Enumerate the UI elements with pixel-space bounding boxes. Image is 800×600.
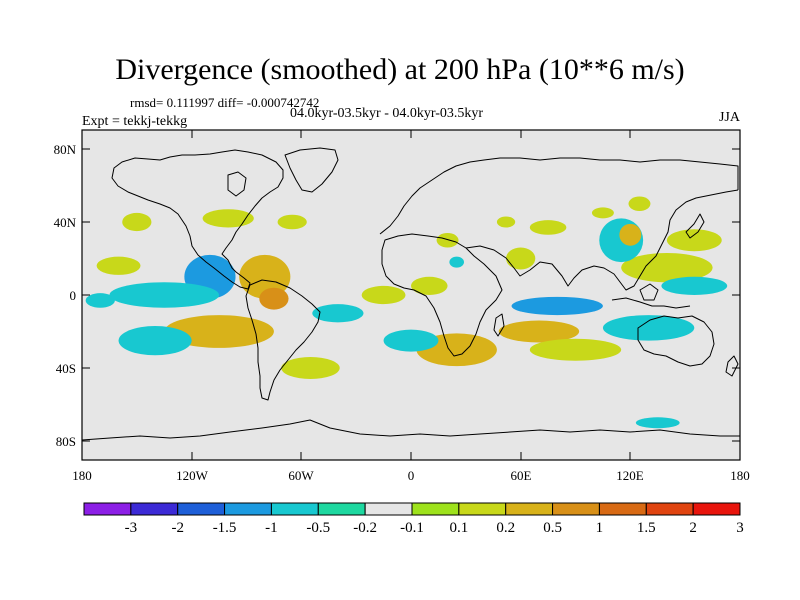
- divergence-region: [436, 232, 459, 248]
- lon-label: 180: [730, 468, 750, 483]
- coastlines: [82, 147, 740, 441]
- hudson-bay-coast: [227, 171, 247, 197]
- convergence-region: [312, 304, 364, 323]
- colorbar-label: -1.5: [213, 520, 237, 536]
- lat-label: 80S: [56, 434, 76, 449]
- australia-coast: [637, 315, 715, 367]
- divergence-region: [619, 223, 642, 246]
- colorbar-labels: -3 -2 -1.5 -1 -0.5 -0.2 -0.1 0.1 0.2 0.5 1 1.5 2 3: [125, 520, 744, 536]
- colorbar-label: -2: [171, 520, 184, 536]
- greenland-coast: [284, 147, 339, 193]
- convergence-region: [85, 293, 115, 308]
- colorbar-swatch: [83, 502, 132, 516]
- divergence-region: [277, 214, 307, 230]
- divergence-region: [666, 229, 722, 252]
- stats-label: rmsd= 0.111997 diff= -0.000742742: [130, 95, 320, 110]
- colorbar-label: 0.5: [543, 520, 562, 536]
- colorbar-label: -0.1: [400, 520, 424, 536]
- divergence-region: [628, 196, 651, 212]
- divergence-region: [202, 209, 254, 228]
- colorbar-label: -3: [125, 520, 138, 536]
- lon-label: 60W: [288, 468, 314, 483]
- divergence-region: [122, 212, 152, 232]
- colorbar-swatch: [270, 502, 319, 516]
- europe-coast: [379, 157, 739, 235]
- lon-label: 120W: [176, 468, 209, 483]
- convergence-region: [118, 326, 192, 356]
- convergence-region: [602, 315, 695, 341]
- colorbar-label: -0.2: [353, 520, 377, 536]
- antarctica-coast: [82, 419, 740, 441]
- colorbar-swatch: [552, 502, 600, 516]
- season-label: JJA: [718, 110, 740, 125]
- divergence-region: [498, 320, 580, 343]
- colorbar-swatch: [364, 502, 413, 516]
- lat-label: 0: [70, 288, 77, 303]
- lat-labels: 80N 40N 0 40S 80S: [54, 142, 77, 449]
- colorbar-label: 3: [736, 520, 744, 536]
- divergence-region: [239, 254, 291, 299]
- colorbar-swatch: [224, 502, 272, 516]
- colorbar-label: -1: [265, 520, 278, 536]
- period-label: 04.0kyr-03.5kyr - 04.0kyr-03.5kyr: [290, 106, 484, 121]
- colorbar-label: 1: [596, 520, 604, 536]
- south-america-coast: [245, 279, 321, 401]
- north-america-coast: [111, 149, 284, 290]
- lon-label: 0: [408, 468, 415, 483]
- madagascar-coast: [493, 313, 505, 337]
- divergence-region: [259, 287, 289, 310]
- colorbar-label: 1.5: [637, 520, 656, 536]
- colorbar-swatch: [692, 502, 741, 516]
- divergence-region: [591, 207, 614, 219]
- lon-label: 180: [72, 468, 92, 483]
- convergence-region: [511, 296, 603, 316]
- colorbar: [83, 502, 741, 516]
- colorbar-swatch: [505, 502, 554, 516]
- divergence-region: [496, 216, 516, 228]
- convergence-region: [635, 417, 680, 429]
- colorbar-label: 2: [689, 520, 697, 536]
- colorbar-label: 0.2: [496, 520, 515, 536]
- colorbar-swatch: [598, 502, 647, 516]
- colorbar-label: 0.1: [449, 520, 468, 536]
- expt-label: Expt = tekkj-tekkg: [82, 114, 188, 129]
- divergence-region: [164, 315, 274, 348]
- divergence-region: [411, 276, 448, 295]
- divergence-region: [506, 247, 536, 270]
- convergence-region: [449, 256, 465, 268]
- convergence-region: [661, 276, 728, 295]
- divergence-region: [361, 285, 406, 305]
- colorbar-swatch: [645, 502, 694, 516]
- lat-label: 40N: [54, 215, 77, 230]
- new-zealand-coast: [725, 355, 739, 377]
- colorbar-swatch: [411, 502, 460, 516]
- colorbar-label: -0.5: [306, 520, 330, 536]
- indonesia-coast: [611, 297, 691, 309]
- lat-label: 80N: [54, 142, 77, 157]
- lat-label: 40S: [56, 361, 76, 376]
- asia-coast: [465, 189, 739, 291]
- colorbar-swatch: [177, 502, 226, 516]
- convergence-region: [383, 329, 439, 352]
- africa-coast: [381, 233, 503, 357]
- plot-title: Divergence (smoothed) at 200 hPa (10**6 …: [115, 53, 685, 86]
- borneo-coast: [639, 283, 659, 301]
- lat-ticks: [82, 148, 740, 442]
- lon-labels: 180 120W 60W 0 60E 120E 180: [72, 468, 750, 483]
- divergence-region: [96, 256, 141, 275]
- lon-ticks: [81, 130, 741, 460]
- divergence-region: [621, 253, 713, 283]
- divergence-region: [281, 357, 340, 379]
- lon-label: 60E: [511, 468, 532, 483]
- divergence-region: [529, 220, 567, 235]
- colorbar-swatch: [130, 502, 179, 516]
- colorbar-swatch: [458, 502, 507, 516]
- divergence-region: [529, 338, 622, 361]
- divergence-field: [85, 196, 728, 429]
- convergence-region: [109, 282, 220, 308]
- colorbar-swatch: [317, 502, 366, 516]
- japan-coast: [685, 213, 705, 239]
- lon-label: 120E: [616, 468, 644, 483]
